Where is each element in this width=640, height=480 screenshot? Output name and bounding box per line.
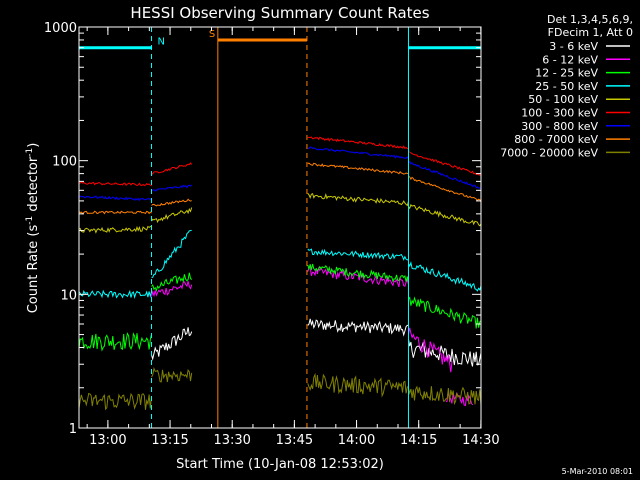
series-7-segment-3 <box>408 176 482 203</box>
y-axis-label-mid: detector <box>26 156 41 216</box>
series-8-segment-3 <box>408 385 482 406</box>
y-axis-label-sup1: -1 <box>25 216 35 225</box>
series-8-segment-1 <box>151 366 193 383</box>
flag-1: S <box>209 27 308 428</box>
series-4 <box>78 192 482 234</box>
series-7-segment-2 <box>307 162 409 175</box>
legend-label-6: 300 - 800 keV <box>521 120 598 133</box>
series-3-segment-3 <box>408 261 482 292</box>
series-5-segment-0 <box>78 181 152 187</box>
y-tick-label-1: 10 <box>60 288 77 303</box>
x-tick-label-3: 13:45 <box>276 433 313 448</box>
series-5 <box>78 136 482 187</box>
flag-layer: NS <box>79 27 481 428</box>
y-tick-label-0: 1 <box>69 422 77 437</box>
series-8-segment-2 <box>307 372 409 398</box>
series-layer <box>78 136 482 411</box>
series-0-segment-0 <box>151 327 193 361</box>
series-2-segment-3 <box>408 296 482 329</box>
series-2 <box>78 263 482 352</box>
series-7-segment-1 <box>151 198 192 207</box>
series-3-segment-2 <box>307 248 409 261</box>
series-8 <box>78 366 482 411</box>
legend-label-0: 3 - 6 keV <box>549 40 598 53</box>
series-0 <box>151 318 482 367</box>
legend: Det 1,3,4,5,6,9, FDecim 1, Att 0 3 - 6 k… <box>500 13 633 159</box>
y-axis-label-sup2: -1 <box>25 148 35 157</box>
axis-layer: 13:00 13:15 13:30 13:45 14:00 14:15 14:30 1 10 10… <box>44 21 500 448</box>
legend-label-8: 7000 - 20000 keV <box>500 146 598 159</box>
x-tick-label-4: 14:00 <box>338 433 375 448</box>
legend-label-4: 50 - 100 keV <box>528 93 598 106</box>
x-tick-label-5: 14:15 <box>400 433 437 448</box>
chart-title: HESSI Observing Summary Count Rates <box>130 4 429 22</box>
y-tick-label-3: 1000 <box>44 21 77 36</box>
series-1-segment-0 <box>151 281 193 298</box>
series-6-segment-2 <box>307 146 409 159</box>
series-2-segment-0 <box>78 332 152 352</box>
series-4-segment-0 <box>78 225 152 234</box>
series-5-segment-3 <box>408 151 482 176</box>
series-7-segment-0 <box>78 210 152 215</box>
flag-0: N <box>79 27 165 428</box>
series-3-segment-0 <box>78 289 152 299</box>
y-axis-label-main: Count Rate (s <box>26 225 41 314</box>
series-1-segment-2 <box>408 327 453 373</box>
flag-0-label: N <box>158 37 165 48</box>
y-axis-label-end: ) <box>26 143 41 148</box>
x-tick-label-6: 14:30 <box>462 433 499 448</box>
y-axis-label: Count Rate (s-1 detector-1) <box>25 143 41 314</box>
series-4-segment-3 <box>408 203 482 227</box>
legend-label-1: 6 - 12 keV <box>542 53 598 66</box>
series-6 <box>78 146 482 202</box>
series-0-segment-2 <box>408 339 482 367</box>
series-3-segment-1 <box>151 229 192 278</box>
series-6-segment-3 <box>408 161 482 190</box>
series-5-segment-1 <box>151 162 193 175</box>
legend-header-2: FDecim 1, Att 0 <box>548 26 633 39</box>
series-4-segment-2 <box>307 192 409 207</box>
x-tick-label-0: 13:00 <box>89 433 126 448</box>
x-tick-label-2: 13:30 <box>213 433 250 448</box>
series-3 <box>78 229 482 299</box>
series-2-segment-2 <box>307 263 409 283</box>
flag-2 <box>407 27 481 428</box>
legend-label-3: 25 - 50 keV <box>535 80 598 93</box>
series-6-segment-1 <box>151 184 193 192</box>
series-5-segment-2 <box>307 136 409 150</box>
series-1-segment-1 <box>307 266 409 288</box>
legend-header-1: Det 1,3,4,5,6,9, <box>547 13 633 26</box>
legend-label-2: 12 - 25 keV <box>535 67 598 80</box>
y-tick-label-2: 100 <box>52 155 77 170</box>
series-4-segment-1 <box>151 207 193 224</box>
series-6-segment-0 <box>78 195 152 202</box>
x-tick-label-1: 13:15 <box>151 433 188 448</box>
legend-label-7: 800 - 7000 keV <box>514 133 598 146</box>
flag-1-label: S <box>209 29 215 40</box>
series-0-segment-1 <box>307 318 409 337</box>
legend-label-5: 100 - 300 keV <box>521 107 598 120</box>
plot-frame <box>78 26 482 429</box>
series-7 <box>78 162 482 215</box>
footer-date: 5-Mar-2010 08:01 <box>562 467 633 476</box>
series-8-segment-0 <box>78 392 152 411</box>
series-1 <box>151 266 474 407</box>
x-axis-label: Start Time (10-Jan-08 12:53:02) <box>176 457 384 472</box>
series-2-segment-1 <box>151 272 193 292</box>
